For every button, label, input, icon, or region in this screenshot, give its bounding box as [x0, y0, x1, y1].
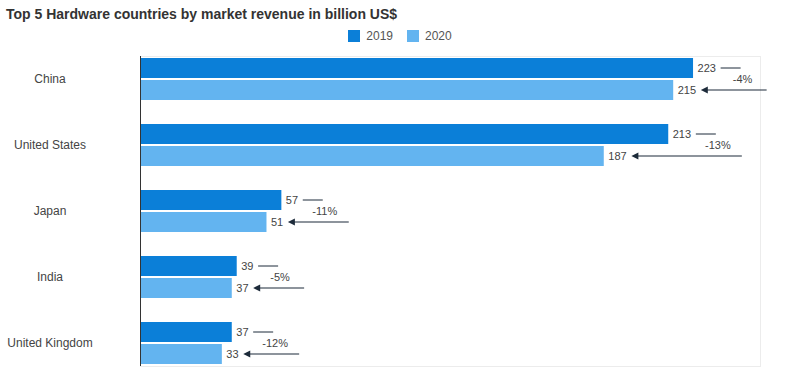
svg-text:37: 37: [236, 326, 248, 338]
svg-text:37: 37: [236, 282, 248, 294]
svg-text:Japan: Japan: [34, 204, 67, 218]
svg-text:United Kingdom: United Kingdom: [7, 336, 92, 350]
svg-text:-5%: -5%: [270, 271, 290, 283]
svg-text:57: 57: [286, 194, 298, 206]
svg-text:187: 187: [608, 150, 626, 162]
svg-text:33: 33: [226, 348, 238, 360]
svg-text:223: 223: [698, 62, 716, 74]
svg-text:215: 215: [678, 84, 696, 96]
svg-text:39: 39: [241, 260, 253, 272]
svg-text:India: India: [37, 270, 63, 284]
svg-text:-13%: -13%: [705, 139, 731, 151]
svg-text:-11%: -11%: [312, 205, 337, 217]
html-text:2020: 2020: [425, 29, 452, 43]
svg-text:51: 51: [271, 216, 283, 228]
svg-text:-12%: -12%: [262, 337, 288, 349]
html-text:2019: 2019: [366, 29, 393, 43]
svg-text:-4%: -4%: [733, 73, 753, 85]
svg-text:United States: United States: [14, 138, 86, 152]
html-text:Top 5 Hardware countries by ma: Top 5 Hardware countries by market reven…: [6, 6, 398, 22]
svg-text:China: China: [34, 72, 66, 86]
svg-text:213: 213: [673, 128, 691, 140]
